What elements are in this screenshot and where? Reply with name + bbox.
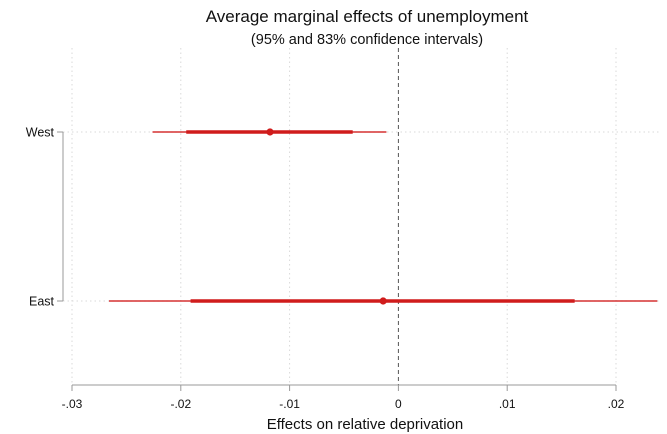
x-axis-title: Effects on relative deprivation: [267, 416, 464, 433]
axes: -.03 -.02 -.01 0 .01 .02 West East: [26, 126, 625, 412]
x-tick-label: -.01: [279, 397, 300, 411]
point-estimate: [379, 297, 387, 305]
category-label: West: [26, 126, 55, 140]
point-estimate: [266, 128, 274, 136]
x-tick-label: .02: [608, 397, 625, 411]
chart-subtitle: (95% and 83% confidence intervals): [251, 32, 483, 48]
chart-title: Average marginal effects of unemployment: [206, 7, 529, 26]
estimates: [108, 128, 658, 305]
x-tick-label: .01: [499, 397, 516, 411]
x-tick-label: -.03: [62, 397, 83, 411]
category-label: East: [29, 295, 55, 309]
x-tick-label: -.02: [170, 397, 191, 411]
gridlines: [63, 48, 659, 385]
x-tick-label: 0: [395, 397, 402, 411]
